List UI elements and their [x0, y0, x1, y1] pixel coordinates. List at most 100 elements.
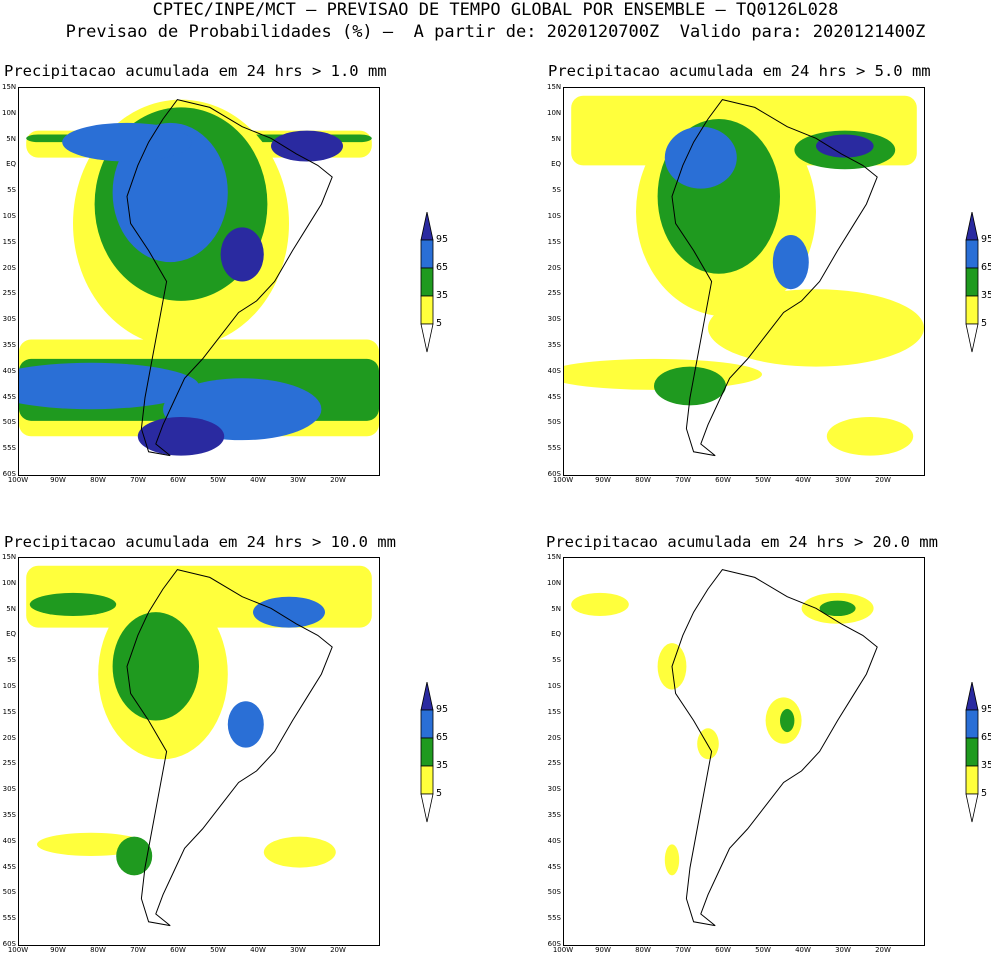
lat-tick-label: 30S — [547, 315, 561, 324]
lat-tick-label: 35S — [547, 811, 561, 819]
legend-label: 35 — [436, 290, 449, 301]
lat-tick-label: 10S — [2, 212, 16, 220]
legend-swatch — [420, 267, 434, 297]
legend-label: 95 — [436, 234, 449, 245]
lat-tick-label: 50S — [2, 888, 16, 897]
lat-tick-label: 15S — [2, 237, 16, 246]
lat-tick-label: 10N — [2, 108, 17, 117]
map-panel-10mm — [18, 557, 380, 946]
lat-tick-label: 5N — [551, 604, 561, 613]
lon-tick-label: 70W — [675, 946, 691, 954]
lat-tick-label: 10N — [547, 108, 562, 117]
legend-swatch — [965, 765, 979, 795]
lat-tick-label: 40S — [547, 836, 561, 845]
lon-tick-label: 30W — [835, 476, 851, 484]
legend-label: 5 — [436, 318, 443, 329]
lat-tick-label: 20S — [547, 263, 561, 272]
lat-tick-label: 40S — [547, 366, 561, 375]
lat-tick-label: 45S — [2, 392, 16, 401]
lat-tick-label: EQ — [551, 630, 561, 639]
lat-tick-label: 10S — [547, 682, 561, 690]
lon-tick-label: 50W — [210, 946, 226, 954]
lon-tick-label: 70W — [130, 476, 146, 484]
lon-tick-label: 90W — [50, 476, 66, 484]
lat-tick-label: 60S — [2, 470, 16, 478]
probability-area — [664, 126, 737, 189]
lat-tick-label: 15N — [2, 83, 17, 91]
lon-tick-label: 50W — [755, 946, 771, 954]
probability-area — [263, 836, 336, 868]
map-panel-20mm — [563, 557, 925, 946]
panel-title-1mm: Precipitacao acumulada em 24 hrs > 1.0 m… — [4, 62, 387, 80]
lat-tick-label: 5S — [7, 186, 16, 195]
lat-tick-label: 50S — [2, 418, 16, 427]
lat-tick-label: 15N — [547, 553, 562, 561]
lon-tick-label: 100W — [552, 476, 574, 484]
legend-swatch — [965, 709, 979, 739]
lat-tick-label: 15N — [2, 553, 17, 561]
lon-tick-label: 80W — [635, 476, 651, 484]
lat-tick-label: 25S — [547, 759, 561, 768]
lon-tick-label: 90W — [50, 946, 66, 954]
lat-tick-label: 55S — [547, 444, 561, 453]
lat-tick-label: 5N — [6, 604, 16, 613]
lon-tick-label: 20W — [330, 946, 346, 954]
legend-swatch — [965, 682, 979, 711]
probability-area — [220, 227, 264, 282]
lon-tick-label: 80W — [90, 946, 106, 954]
legend-swatch — [965, 323, 979, 353]
lat-tick-label: 25S — [547, 289, 561, 298]
legend-label: 95 — [981, 234, 991, 245]
map-panel-5mm — [563, 87, 925, 476]
figure-title-line1: CPTEC/INPE/MCT — PREVISAO DE TEMPO GLOBA… — [152, 0, 839, 20]
probability-area — [826, 416, 914, 456]
probability-area — [708, 289, 924, 367]
legend-label: 35 — [436, 760, 449, 771]
lat-tick-label: 35S — [2, 811, 16, 819]
lon-tick-label: 70W — [675, 476, 691, 484]
probability-area — [654, 366, 726, 406]
lon-tick-label: 60W — [715, 946, 731, 954]
probability-area — [253, 596, 325, 628]
panel-title-20mm: Precipitacao acumulada em 24 hrs > 20.0 … — [546, 533, 938, 551]
lon-tick-label: 90W — [595, 476, 611, 484]
legend-swatch — [420, 737, 434, 767]
legend-label: 35 — [981, 290, 991, 301]
lat-tick-label: 20S — [547, 733, 561, 742]
south-america-outline — [671, 99, 878, 457]
lon-tick-label: 30W — [290, 476, 306, 484]
lon-tick-label: 90W — [595, 946, 611, 954]
lat-tick-label: 55S — [2, 444, 16, 453]
lat-tick-label: 55S — [547, 914, 561, 923]
lon-tick-label: 50W — [755, 476, 771, 484]
lon-tick-label: 20W — [875, 946, 891, 954]
legend-swatch — [420, 239, 434, 269]
lon-tick-label: 40W — [795, 476, 811, 484]
probability-area — [664, 844, 680, 876]
legend-swatch — [965, 212, 979, 241]
legend-swatch — [420, 765, 434, 795]
lat-tick-label: 15S — [547, 707, 561, 716]
lat-tick-label: 5S — [7, 656, 16, 665]
lat-tick-label: 5N — [6, 134, 16, 143]
lat-tick-label: 45S — [547, 862, 561, 871]
lat-tick-label: 35S — [547, 341, 561, 349]
legend-swatch — [965, 737, 979, 767]
lat-tick-label: 60S — [2, 940, 16, 948]
south-america-outline — [126, 569, 333, 927]
probability-area — [772, 235, 809, 290]
legend-swatch — [965, 295, 979, 325]
lon-tick-label: 20W — [330, 476, 346, 484]
lon-tick-label: 60W — [170, 946, 186, 954]
probability-legend-bar — [965, 682, 979, 823]
lon-tick-label: 60W — [170, 476, 186, 484]
probability-area — [819, 600, 856, 617]
lat-tick-label: 20S — [2, 733, 16, 742]
probability-area — [816, 134, 874, 158]
lat-tick-label: 20S — [2, 263, 16, 272]
legend-label: 5 — [436, 788, 443, 799]
lat-tick-label: 10N — [2, 578, 17, 587]
lat-tick-label: 5N — [551, 134, 561, 143]
lon-tick-label: 50W — [210, 476, 226, 484]
lat-tick-label: 5S — [552, 656, 561, 665]
